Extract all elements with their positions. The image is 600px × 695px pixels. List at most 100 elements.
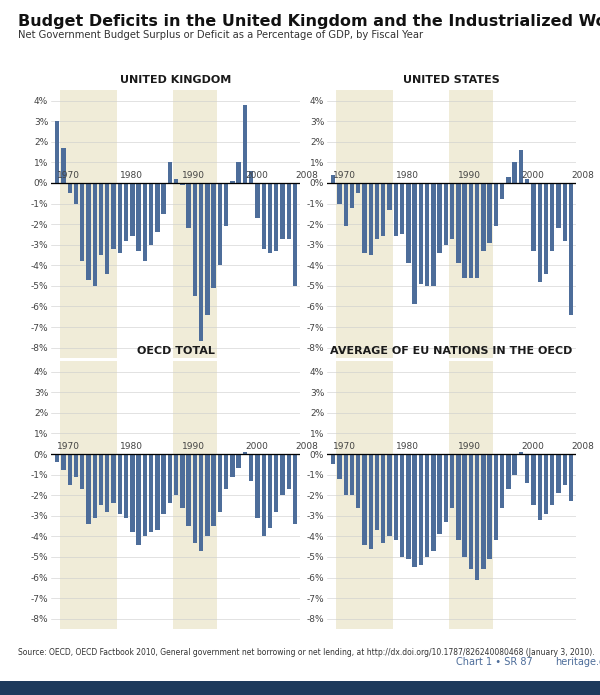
Bar (199, 183, 203, 341)
Bar (80, 183, 85, 261)
Bar (506, 454, 511, 489)
Text: 2000: 2000 (521, 442, 544, 451)
Bar (544, 454, 548, 514)
Bar (563, 454, 567, 485)
Bar (443, 183, 448, 245)
Text: 1990: 1990 (458, 442, 481, 451)
Text: 2008: 2008 (571, 171, 594, 180)
Bar (124, 454, 128, 518)
Bar (475, 183, 479, 277)
Text: Net Government Budget Surplus or Deficit as a Percentage of GDP, by Fiscal Year: Net Government Budget Surplus or Deficit… (18, 30, 423, 40)
Bar (375, 454, 379, 530)
Bar (375, 183, 379, 238)
Bar (167, 454, 172, 503)
Bar (494, 183, 498, 226)
Bar (262, 183, 266, 249)
Bar (469, 454, 473, 569)
Bar (61, 454, 66, 471)
Bar (174, 179, 178, 183)
Bar (362, 454, 367, 545)
Bar (155, 454, 160, 530)
Bar (236, 163, 241, 183)
Bar (149, 454, 153, 532)
Bar (487, 183, 492, 243)
Bar (419, 454, 423, 565)
Text: 1980: 1980 (396, 171, 419, 180)
Text: 1970: 1970 (333, 171, 356, 180)
Bar (519, 150, 523, 183)
Bar (130, 454, 134, 532)
Bar (236, 454, 241, 468)
Bar (350, 183, 354, 208)
Bar (469, 183, 473, 277)
Text: 1990: 1990 (182, 171, 205, 180)
Bar (249, 454, 253, 481)
Bar (167, 163, 172, 183)
Bar (161, 454, 166, 514)
Bar (268, 183, 272, 253)
Bar (118, 454, 122, 514)
Bar (230, 454, 235, 477)
Title: UNITED STATES: UNITED STATES (403, 75, 500, 85)
Bar (519, 452, 523, 454)
Bar (412, 454, 417, 567)
Bar (199, 454, 203, 550)
Bar (456, 454, 461, 541)
Bar (449, 361, 493, 629)
Bar (92, 183, 97, 286)
Title: AVERAGE OF EU NATIONS IN THE OECD: AVERAGE OF EU NATIONS IN THE OECD (331, 346, 572, 357)
Bar (450, 183, 454, 238)
Bar (143, 183, 147, 261)
Text: Chart 1 • SR 87: Chart 1 • SR 87 (456, 657, 533, 667)
Bar (211, 454, 216, 526)
Bar (538, 454, 542, 520)
Bar (406, 183, 410, 263)
Bar (61, 361, 116, 629)
Bar (419, 183, 423, 284)
Bar (506, 177, 511, 183)
Bar (400, 183, 404, 234)
Bar (255, 183, 260, 218)
Bar (331, 454, 335, 464)
Bar (105, 454, 109, 512)
Bar (112, 183, 116, 249)
Bar (449, 90, 493, 358)
Bar (362, 183, 367, 253)
Bar (86, 183, 91, 279)
Bar (475, 454, 479, 580)
Text: heritage.org: heritage.org (555, 657, 600, 667)
Bar (356, 454, 361, 507)
Bar (481, 183, 485, 251)
Bar (481, 454, 485, 569)
Bar (337, 361, 392, 629)
Bar (381, 183, 385, 236)
Bar (556, 183, 560, 228)
Bar (86, 454, 91, 524)
Bar (463, 183, 467, 277)
Bar (556, 454, 560, 493)
Bar (344, 183, 348, 226)
Text: 1980: 1980 (120, 442, 143, 451)
Bar (99, 183, 103, 255)
Bar (425, 183, 429, 286)
Bar (388, 183, 392, 210)
Bar (136, 454, 141, 545)
Bar (92, 454, 97, 518)
Bar (274, 183, 278, 251)
Bar (230, 181, 235, 183)
Bar (112, 454, 116, 503)
Bar (180, 183, 185, 185)
Bar (80, 454, 85, 489)
Bar (155, 183, 160, 232)
Bar (55, 121, 59, 183)
Bar (337, 454, 342, 479)
Bar (74, 454, 78, 477)
Bar (173, 361, 217, 629)
Bar (274, 454, 278, 512)
Text: 1970: 1970 (333, 442, 356, 451)
Bar (255, 454, 260, 518)
Bar (331, 174, 335, 183)
Bar (431, 183, 436, 286)
Bar (538, 183, 542, 281)
Bar (412, 183, 417, 304)
